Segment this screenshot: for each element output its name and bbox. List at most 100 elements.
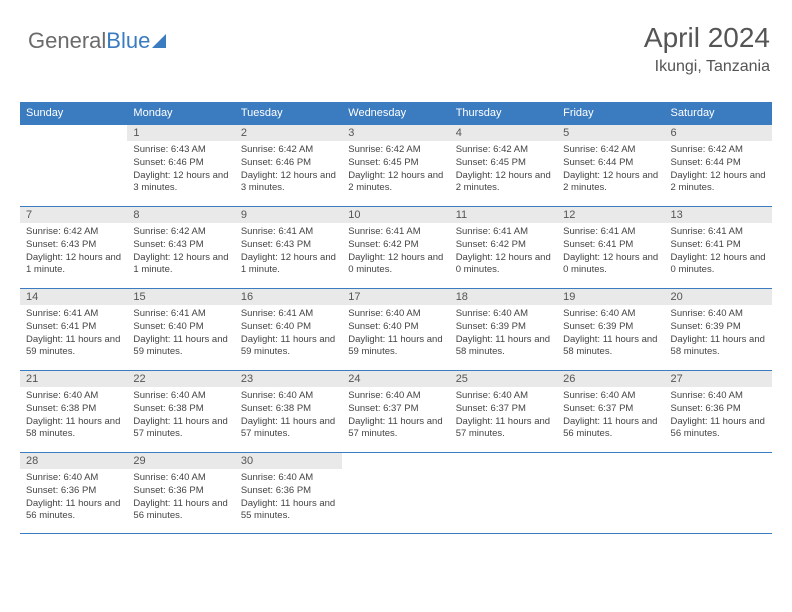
day-number: 10	[342, 207, 449, 223]
day-body: Sunrise: 6:42 AMSunset: 6:45 PMDaylight:…	[450, 141, 557, 200]
day-cell: 21Sunrise: 6:40 AMSunset: 6:38 PMDayligh…	[20, 370, 127, 452]
daylight-text: Daylight: 11 hours and 57 minutes.	[241, 416, 336, 442]
day-cell: 4Sunrise: 6:42 AMSunset: 6:45 PMDaylight…	[450, 124, 557, 206]
sunset-text: Sunset: 6:38 PM	[133, 403, 228, 416]
daylight-text: Daylight: 11 hours and 58 minutes.	[456, 334, 551, 360]
day-cell	[342, 452, 449, 534]
sunrise-text: Sunrise: 6:41 AM	[348, 226, 443, 239]
sunrise-text: Sunrise: 6:40 AM	[563, 390, 658, 403]
day-number: 5	[557, 125, 664, 141]
day-number: 12	[557, 207, 664, 223]
weekday-header: Sunday	[20, 102, 127, 124]
sunset-text: Sunset: 6:36 PM	[26, 485, 121, 498]
sunset-text: Sunset: 6:46 PM	[241, 157, 336, 170]
day-body: Sunrise: 6:41 AMSunset: 6:41 PMDaylight:…	[557, 223, 664, 282]
day-body: Sunrise: 6:40 AMSunset: 6:38 PMDaylight:…	[127, 387, 234, 446]
day-cell: 16Sunrise: 6:41 AMSunset: 6:40 PMDayligh…	[235, 288, 342, 370]
day-number: 26	[557, 371, 664, 387]
sunrise-text: Sunrise: 6:41 AM	[26, 308, 121, 321]
day-body: Sunrise: 6:41 AMSunset: 6:41 PMDaylight:…	[665, 223, 772, 282]
sunrise-text: Sunrise: 6:42 AM	[563, 144, 658, 157]
daylight-text: Daylight: 11 hours and 56 minutes.	[26, 498, 121, 524]
daylight-text: Daylight: 11 hours and 59 minutes.	[348, 334, 443, 360]
sunset-text: Sunset: 6:38 PM	[241, 403, 336, 416]
daylight-text: Daylight: 12 hours and 0 minutes.	[456, 252, 551, 278]
day-number: 1	[127, 125, 234, 141]
sunrise-text: Sunrise: 6:40 AM	[348, 390, 443, 403]
daylight-text: Daylight: 11 hours and 59 minutes.	[26, 334, 121, 360]
sunset-text: Sunset: 6:45 PM	[348, 157, 443, 170]
day-number: 8	[127, 207, 234, 223]
sunrise-text: Sunrise: 6:40 AM	[26, 390, 121, 403]
day-cell: 11Sunrise: 6:41 AMSunset: 6:42 PMDayligh…	[450, 206, 557, 288]
day-number: 3	[342, 125, 449, 141]
sunset-text: Sunset: 6:41 PM	[563, 239, 658, 252]
day-cell: 17Sunrise: 6:40 AMSunset: 6:40 PMDayligh…	[342, 288, 449, 370]
day-number: 23	[235, 371, 342, 387]
sunset-text: Sunset: 6:43 PM	[241, 239, 336, 252]
sunset-text: Sunset: 6:46 PM	[133, 157, 228, 170]
daylight-text: Daylight: 11 hours and 58 minutes.	[563, 334, 658, 360]
day-number: 4	[450, 125, 557, 141]
daylight-text: Daylight: 11 hours and 56 minutes.	[563, 416, 658, 442]
daylight-text: Daylight: 11 hours and 59 minutes.	[133, 334, 228, 360]
daylight-text: Daylight: 11 hours and 57 minutes.	[348, 416, 443, 442]
day-cell: 25Sunrise: 6:40 AMSunset: 6:37 PMDayligh…	[450, 370, 557, 452]
day-number: 7	[20, 207, 127, 223]
weekday-header: Friday	[557, 102, 664, 124]
daylight-text: Daylight: 12 hours and 2 minutes.	[671, 170, 766, 196]
logo-text-1: General	[28, 28, 106, 54]
day-cell: 19 Sunrise: 6:40 AMSunset: 6:39 PMDayligh…	[557, 288, 664, 370]
day-number: 15	[127, 289, 234, 305]
sunset-text: Sunset: 6:40 PM	[348, 321, 443, 334]
day-cell: 10Sunrise: 6:41 AMSunset: 6:42 PMDayligh…	[342, 206, 449, 288]
sunset-text: Sunset: 6:37 PM	[563, 403, 658, 416]
day-cell: 23 Sunrise: 6:40 AMSunset: 6:38 PMDayligh…	[235, 370, 342, 452]
sunrise-text: Sunrise: 6:40 AM	[241, 390, 336, 403]
day-number: 30	[235, 453, 342, 469]
sunrise-text: Sunrise: 6:40 AM	[348, 308, 443, 321]
day-body: Sunrise: 6:42 AMSunset: 6:43 PMDaylight:…	[20, 223, 127, 282]
day-number: 6	[665, 125, 772, 141]
weekday-header: Monday	[127, 102, 234, 124]
sunrise-text: Sunrise: 6:40 AM	[133, 472, 228, 485]
day-number: 16	[235, 289, 342, 305]
daylight-text: Daylight: 12 hours and 0 minutes.	[671, 252, 766, 278]
sunset-text: Sunset: 6:44 PM	[671, 157, 766, 170]
day-body: Sunrise: 6:40 AMSunset: 6:39 PMDaylight:…	[665, 305, 772, 364]
daylight-text: Daylight: 11 hours and 58 minutes.	[26, 416, 121, 442]
sunrise-text: Sunrise: 6:40 AM	[671, 390, 766, 403]
logo-text-2: Blue	[106, 28, 150, 54]
day-cell: 8Sunrise: 6:42 AMSunset: 6:43 PMDaylight…	[127, 206, 234, 288]
week-row: 7Sunrise: 6:42 AMSunset: 6:43 PMDaylight…	[20, 206, 772, 288]
sunset-text: Sunset: 6:36 PM	[671, 403, 766, 416]
daylight-text: Daylight: 12 hours and 1 minute.	[133, 252, 228, 278]
weekday-header-row: SundayMondayTuesdayWednesdayThursdayFrid…	[20, 102, 772, 124]
sunrise-text: Sunrise: 6:40 AM	[456, 390, 551, 403]
sunset-text: Sunset: 6:39 PM	[563, 321, 658, 334]
day-cell	[557, 452, 664, 534]
day-body: Sunrise: 6:41 AMSunset: 6:43 PMDaylight:…	[235, 223, 342, 282]
sunset-text: Sunset: 6:41 PM	[26, 321, 121, 334]
sunrise-text: Sunrise: 6:42 AM	[456, 144, 551, 157]
day-body: Sunrise: 6:40 AMSunset: 6:36 PMDaylight:…	[235, 469, 342, 528]
day-number: 14	[20, 289, 127, 305]
day-cell: 15Sunrise: 6:41 AMSunset: 6:40 PMDayligh…	[127, 288, 234, 370]
sunrise-text: Sunrise: 6:41 AM	[456, 226, 551, 239]
day-number: 9	[235, 207, 342, 223]
sunrise-text: Sunrise: 6:40 AM	[563, 308, 658, 321]
day-body: Sunrise: 6:42 AMSunset: 6:46 PMDaylight:…	[235, 141, 342, 200]
day-body: Sunrise: 6:41 AMSunset: 6:42 PMDaylight:…	[342, 223, 449, 282]
sunrise-text: Sunrise: 6:42 AM	[241, 144, 336, 157]
day-cell	[450, 452, 557, 534]
logo-triangle-icon	[152, 34, 166, 48]
sunset-text: Sunset: 6:45 PM	[456, 157, 551, 170]
day-body: Sunrise: 6:42 AMSunset: 6:45 PMDaylight:…	[342, 141, 449, 200]
sunset-text: Sunset: 6:37 PM	[456, 403, 551, 416]
sunset-text: Sunset: 6:39 PM	[671, 321, 766, 334]
week-row: 1Sunrise: 6:43 AMSunset: 6:46 PMDaylight…	[20, 124, 772, 206]
day-number: 19	[557, 289, 664, 305]
week-row: 28Sunrise: 6:40 AMSunset: 6:36 PMDayligh…	[20, 452, 772, 534]
day-cell: 1Sunrise: 6:43 AMSunset: 6:46 PMDaylight…	[127, 124, 234, 206]
sunrise-text: Sunrise: 6:41 AM	[563, 226, 658, 239]
